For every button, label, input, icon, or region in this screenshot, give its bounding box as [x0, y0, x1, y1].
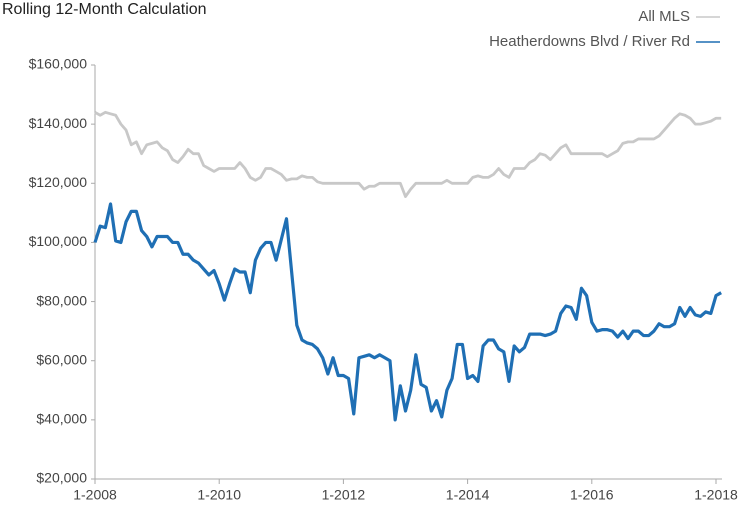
x-tick-label: 1-2016 [570, 487, 614, 503]
series-line [93, 202, 722, 422]
x-tick-label: 1-2018 [694, 487, 738, 503]
x-tick-label: 1-2012 [322, 487, 366, 503]
y-tick-label: $60,000 [36, 351, 87, 367]
legend-label: All MLS [638, 8, 690, 25]
x-tick-label: 1-2014 [446, 487, 490, 503]
x-tick-label: 1-2008 [73, 487, 117, 503]
y-tick-label: $40,000 [36, 411, 87, 427]
y-tick-label: $140,000 [29, 115, 88, 131]
x-tick-label: 1-2010 [197, 487, 241, 503]
chart-title: Rolling 12-Month Calculation [2, 1, 207, 18]
series-line [94, 110, 722, 198]
y-tick-label: $120,000 [29, 174, 88, 190]
legend-label: Heatherdowns Blvd / River Rd [489, 33, 690, 50]
y-tick-label: $20,000 [36, 470, 87, 486]
y-tick-label: $160,000 [29, 56, 88, 72]
y-tick-label: $100,000 [29, 233, 88, 249]
y-tick-label: $80,000 [36, 292, 87, 308]
